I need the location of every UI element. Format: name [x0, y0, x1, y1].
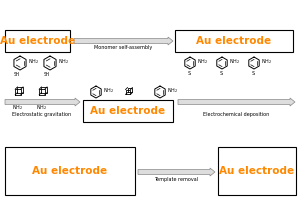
Text: Electrochemical deposition: Electrochemical deposition — [203, 112, 269, 117]
Text: Au electrode: Au electrode — [32, 166, 108, 176]
Text: Au electrode: Au electrode — [196, 36, 272, 46]
Text: Au electrode: Au electrode — [219, 166, 295, 176]
Text: S: S — [94, 100, 97, 105]
Polygon shape — [178, 98, 295, 106]
Text: NH$_2$: NH$_2$ — [196, 57, 208, 66]
Text: NH$_2$: NH$_2$ — [229, 57, 240, 66]
Text: NH$_2$: NH$_2$ — [13, 103, 23, 112]
FancyBboxPatch shape — [83, 100, 173, 122]
Text: Electrostatic gravitation: Electrostatic gravitation — [12, 112, 72, 117]
Text: Template removal: Template removal — [154, 176, 199, 182]
Polygon shape — [74, 37, 173, 45]
Text: Monomer self-assembly: Monomer self-assembly — [94, 46, 153, 50]
Text: NH$_2$: NH$_2$ — [167, 86, 178, 95]
Text: NH$_2$: NH$_2$ — [261, 57, 272, 66]
Text: S: S — [188, 71, 191, 76]
FancyBboxPatch shape — [5, 30, 70, 52]
FancyBboxPatch shape — [5, 147, 135, 195]
Text: NH$_2$: NH$_2$ — [37, 103, 47, 112]
Text: Au electrode: Au electrode — [0, 36, 75, 46]
Text: S: S — [252, 71, 255, 76]
Text: Au electrode: Au electrode — [90, 106, 166, 116]
Text: NH$_2$: NH$_2$ — [23, 178, 33, 186]
Text: NH$_2$: NH$_2$ — [58, 57, 69, 66]
Polygon shape — [5, 98, 80, 106]
Text: S: S — [220, 71, 223, 76]
Text: S: S — [158, 100, 161, 105]
Text: SH: SH — [44, 72, 50, 77]
FancyBboxPatch shape — [218, 147, 296, 195]
Polygon shape — [138, 168, 215, 176]
Text: NH$_2$: NH$_2$ — [103, 86, 114, 95]
Text: NH$_2$: NH$_2$ — [67, 178, 77, 186]
Text: NH$_2$: NH$_2$ — [28, 57, 39, 66]
Text: NH$_2$·Cl: NH$_2$·Cl — [119, 102, 137, 111]
FancyBboxPatch shape — [175, 30, 293, 52]
Text: SH: SH — [14, 72, 20, 77]
